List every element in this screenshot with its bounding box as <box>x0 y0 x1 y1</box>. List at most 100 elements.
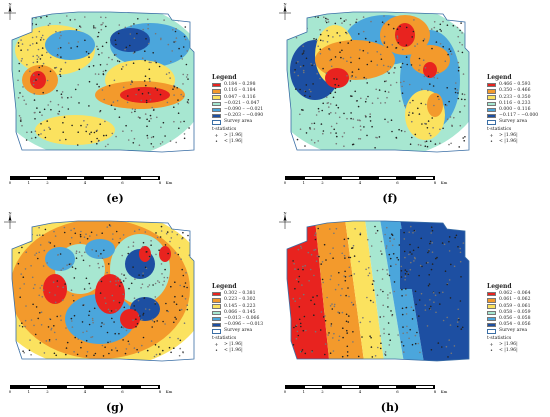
survey-point <box>19 238 22 241</box>
survey-point <box>397 42 400 44</box>
survey-point <box>84 251 86 254</box>
survey-point <box>70 289 73 291</box>
survey-point <box>324 343 327 345</box>
survey-point <box>387 121 389 123</box>
survey-point <box>148 61 151 64</box>
survey-point <box>395 136 398 139</box>
survey-point <box>32 61 35 64</box>
survey-point <box>420 102 422 105</box>
survey-point <box>115 53 117 56</box>
survey-point <box>357 68 360 71</box>
survey-point <box>429 299 431 301</box>
legend-survey-area: Survey area <box>487 119 538 125</box>
survey-point <box>183 285 185 288</box>
survey-point <box>34 283 36 286</box>
survey-point <box>88 133 91 135</box>
survey-point <box>137 89 140 91</box>
legend-class: 0.145 – 0.223 <box>212 304 263 310</box>
survey-point <box>460 22 462 24</box>
survey-point <box>342 57 345 60</box>
survey-point <box>333 305 336 308</box>
survey-point <box>178 47 180 50</box>
survey-point <box>160 126 162 129</box>
survey-point <box>325 72 328 74</box>
survey-point <box>66 15 68 17</box>
survey-point <box>323 16 325 19</box>
survey-point <box>393 281 396 283</box>
survey-point <box>166 101 169 104</box>
survey-point <box>144 308 147 310</box>
survey-point <box>459 124 462 127</box>
survey-point <box>160 38 162 41</box>
scale-tick: 2 <box>46 389 49 394</box>
survey-point <box>42 38 45 41</box>
survey-point <box>439 303 441 305</box>
survey-point <box>329 352 332 354</box>
survey-point <box>167 252 169 255</box>
survey-point <box>454 236 456 239</box>
survey-point <box>136 348 138 351</box>
legend-class-label: 0.000 – 0.116 <box>499 106 531 112</box>
survey-point <box>162 320 164 323</box>
scale-tick: 4 <box>358 180 362 185</box>
survey-point <box>376 64 379 66</box>
survey-point <box>80 346 82 349</box>
survey-point <box>340 17 342 20</box>
survey-point <box>299 88 301 91</box>
survey-point <box>118 241 120 244</box>
survey-point <box>88 56 90 58</box>
survey-points <box>292 225 465 358</box>
survey-point <box>456 89 459 91</box>
survey-point <box>96 45 98 48</box>
survey-point <box>133 23 135 25</box>
survey-point <box>32 83 35 86</box>
survey-point <box>93 27 95 29</box>
survey-point <box>141 92 144 95</box>
survey-point <box>334 112 337 114</box>
survey-point <box>456 325 459 328</box>
survey-point <box>354 228 356 230</box>
legend-swatch <box>212 298 221 303</box>
scale-tick: 8 <box>158 180 162 185</box>
survey-point <box>116 60 119 62</box>
survey-point <box>57 285 59 288</box>
survey-point <box>101 232 103 234</box>
survey-point <box>28 349 31 352</box>
map-zone <box>325 68 349 88</box>
survey-point <box>300 325 302 328</box>
survey-point <box>61 106 64 108</box>
survey-point <box>379 53 382 56</box>
survey-point <box>35 79 37 81</box>
survey-point <box>18 62 21 65</box>
survey-point <box>345 320 348 323</box>
survey-point <box>421 265 423 268</box>
survey-point <box>319 39 322 42</box>
survey-point <box>80 341 83 344</box>
survey-point <box>304 145 306 147</box>
survey-point <box>88 310 91 313</box>
survey-point <box>463 93 466 96</box>
survey-point <box>324 319 327 322</box>
survey-point <box>389 292 391 294</box>
survey-point <box>356 100 358 102</box>
survey-point <box>459 260 462 263</box>
legend-class-label: −0.117 – −0.000 <box>499 113 539 119</box>
survey-point <box>405 294 407 296</box>
legend-class: 0.047 – 0.116 <box>212 95 263 101</box>
survey-point <box>389 240 391 242</box>
survey-point <box>77 41 79 43</box>
survey-point <box>366 82 368 84</box>
survey-point <box>292 297 295 300</box>
survey-point <box>434 294 437 297</box>
survey-area-label: Survey area <box>499 119 528 125</box>
survey-point <box>59 139 61 141</box>
survey-point <box>363 76 365 79</box>
map-zone <box>95 274 125 314</box>
survey-area-swatch <box>487 329 496 334</box>
survey-point <box>302 64 305 67</box>
survey-point <box>421 88 423 91</box>
survey-point <box>131 81 133 83</box>
survey-point <box>425 262 428 264</box>
survey-point <box>36 107 38 109</box>
survey-point <box>347 287 349 289</box>
